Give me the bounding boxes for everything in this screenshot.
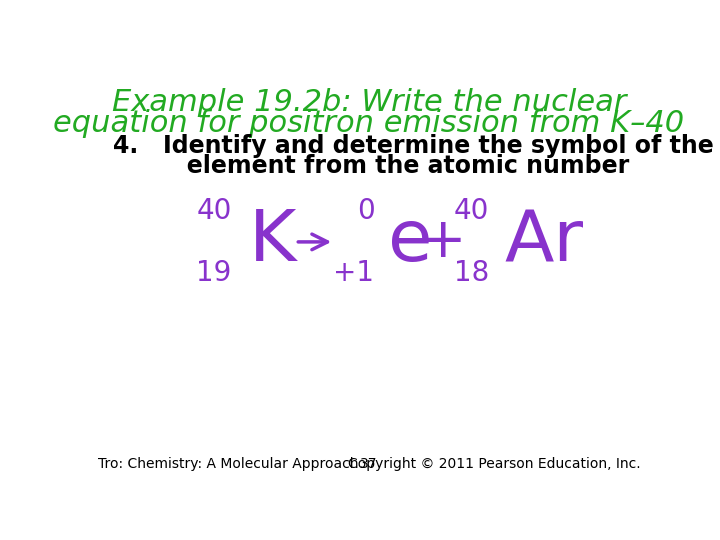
Text: 4.   Identify and determine the symbol of the: 4. Identify and determine the symbol of … [113,134,714,158]
Text: K: K [249,207,296,276]
Text: Ar: Ar [505,207,584,276]
Text: element from the atomic number: element from the atomic number [129,154,629,178]
Text: 40: 40 [197,197,232,225]
Text: Copyright © 2011 Pearson Education, Inc.: Copyright © 2011 Pearson Education, Inc. [348,457,640,471]
Text: Tro: Chemistry: A Molecular Approach: Tro: Chemistry: A Molecular Approach [98,457,359,471]
Text: e: e [388,207,433,276]
Text: 0: 0 [356,197,374,225]
Text: 40: 40 [454,197,489,225]
Text: equation for positron emission from K–40: equation for positron emission from K–40 [53,109,685,138]
Text: 18: 18 [454,259,489,287]
Text: +: + [419,215,466,269]
Text: 37: 37 [360,457,378,471]
Text: Example 19.2b: Write the nuclear: Example 19.2b: Write the nuclear [112,88,626,117]
Text: 19: 19 [197,259,232,287]
Text: +1: +1 [333,259,374,287]
